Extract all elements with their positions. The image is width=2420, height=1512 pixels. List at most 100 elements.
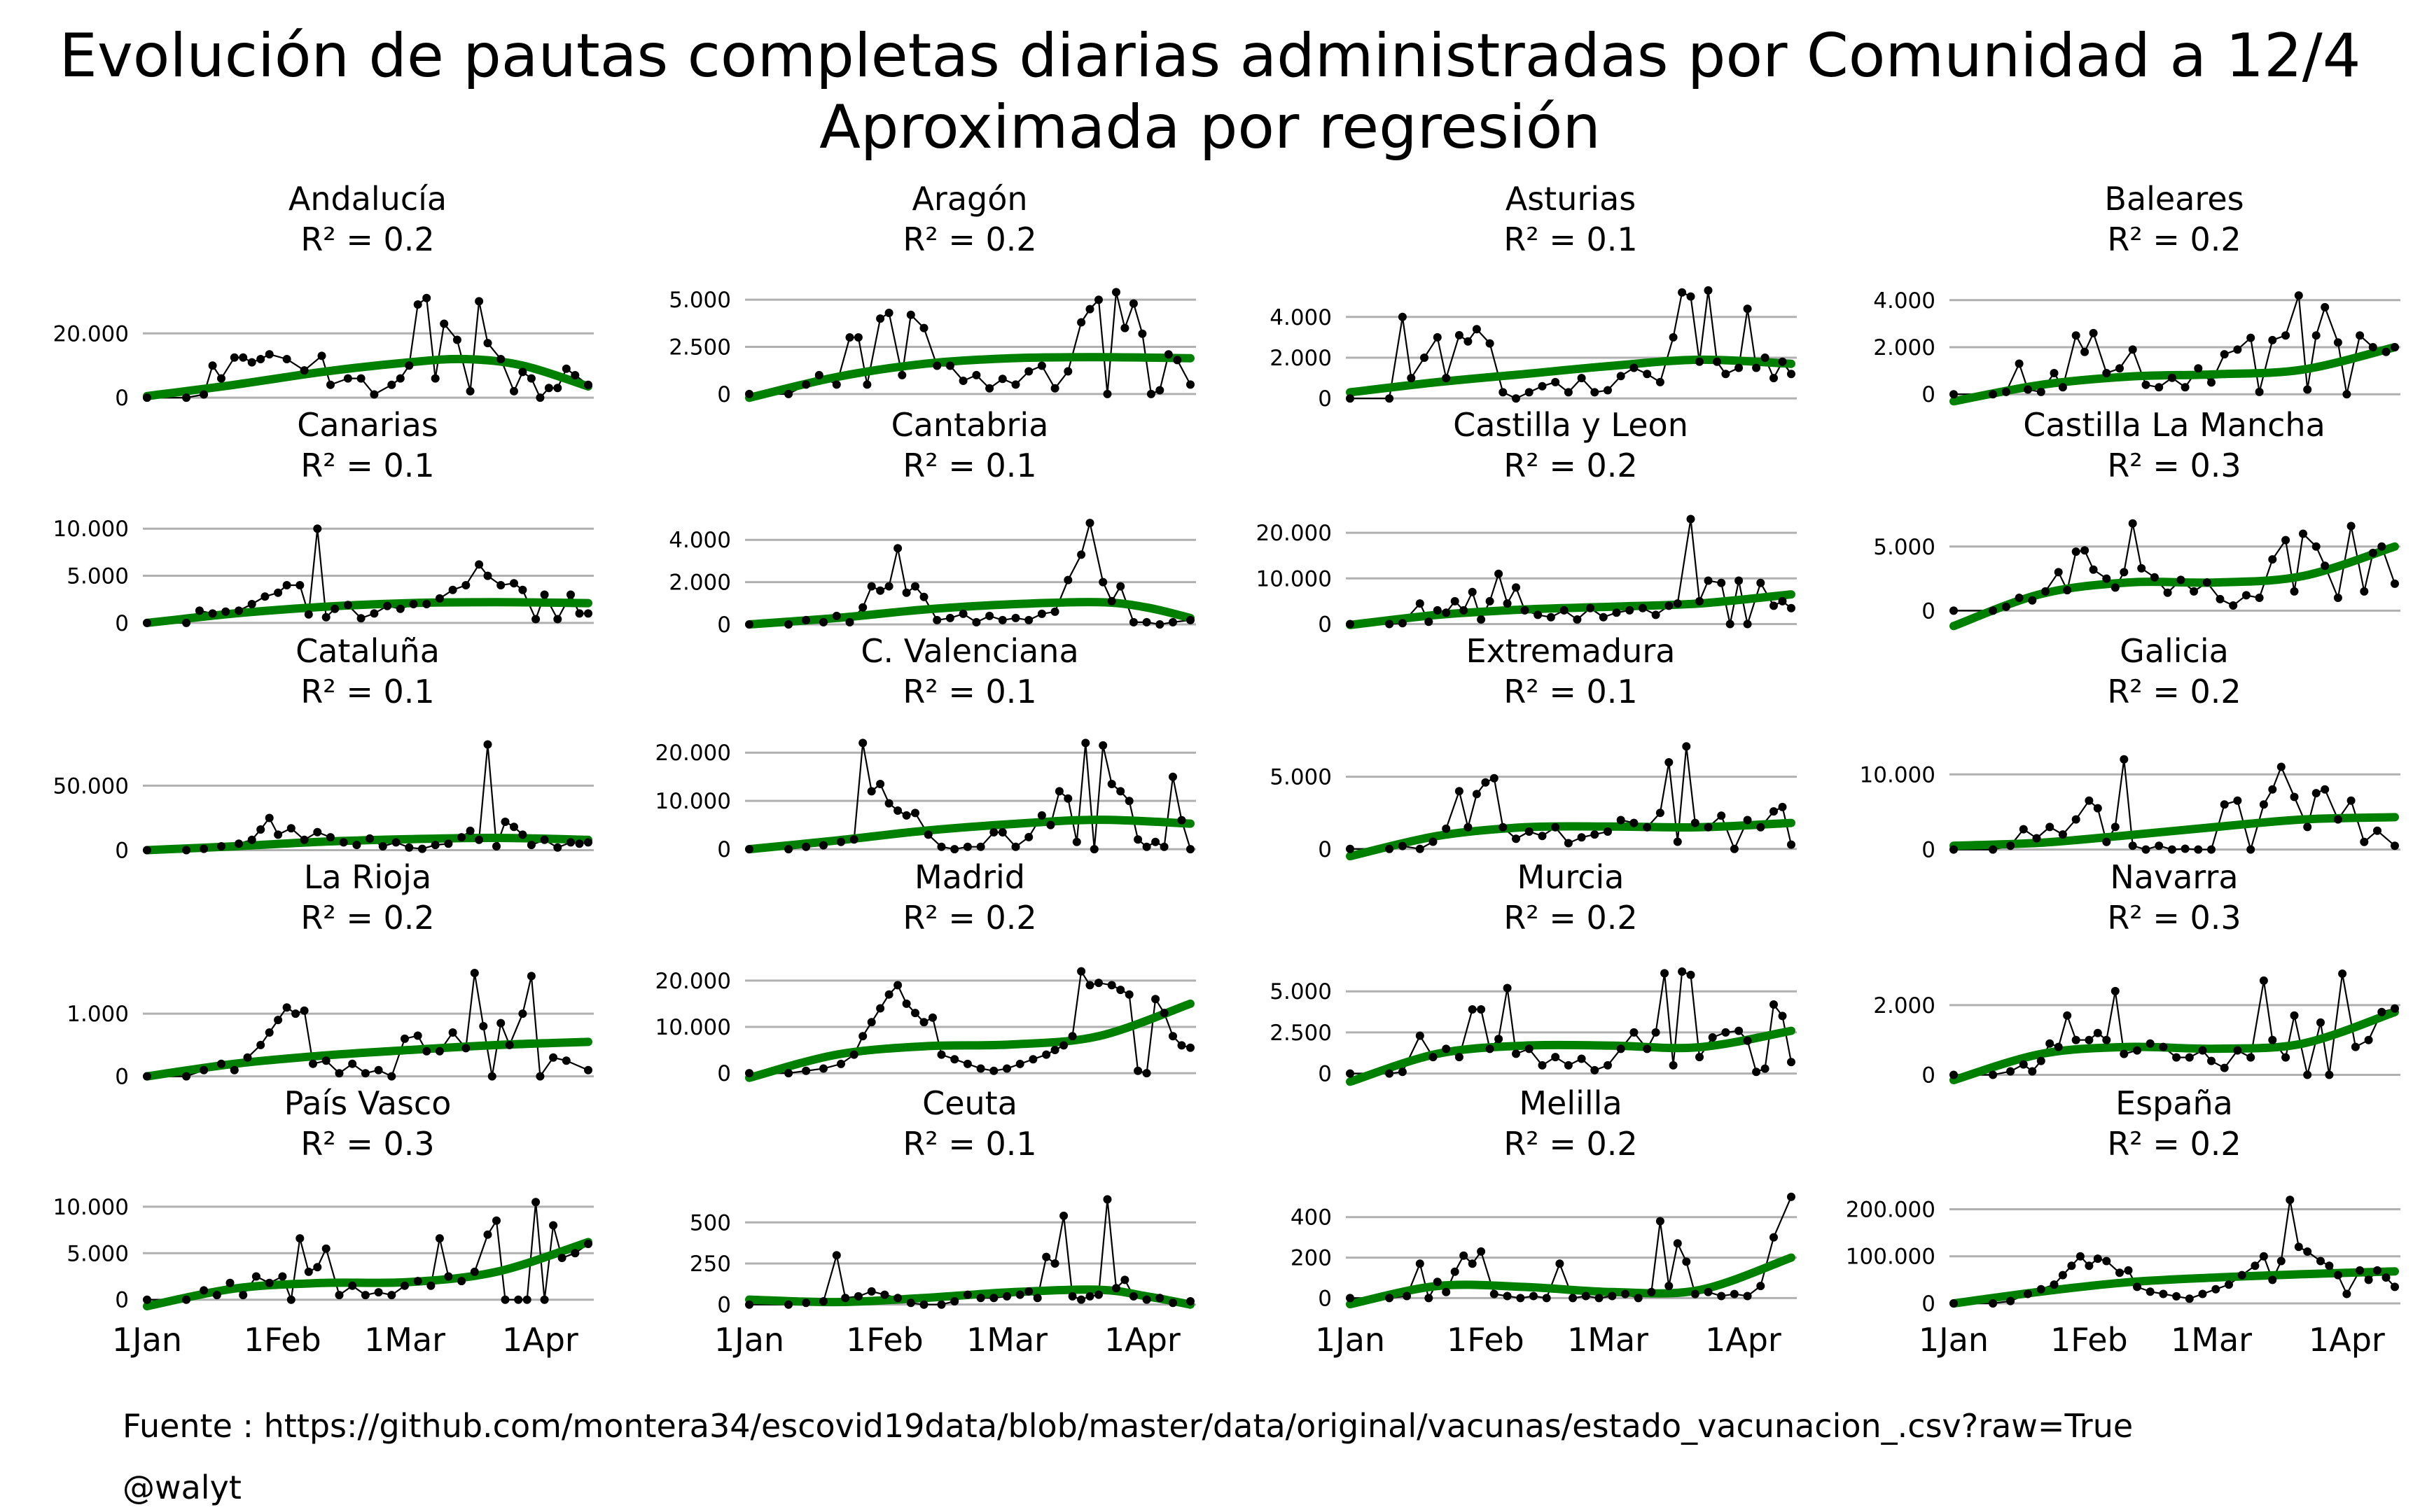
data-point bbox=[2137, 564, 2146, 573]
data-point bbox=[1989, 1299, 1998, 1308]
data-point bbox=[1085, 981, 1094, 990]
data-point bbox=[313, 827, 322, 836]
data-point bbox=[501, 1295, 510, 1304]
data-point bbox=[1186, 615, 1195, 624]
data-point bbox=[1468, 1005, 1477, 1014]
data-point bbox=[260, 592, 270, 601]
data-point bbox=[2085, 1261, 2094, 1270]
r-squared-annotation: R² = 0.2 bbox=[1503, 1125, 1637, 1163]
data-point bbox=[976, 842, 985, 851]
data-point bbox=[286, 1295, 295, 1304]
x-tick-label: 1Feb bbox=[846, 1321, 924, 1359]
data-point bbox=[1055, 787, 1064, 796]
data-point bbox=[208, 609, 217, 618]
data-point bbox=[2190, 587, 2199, 596]
data-point bbox=[849, 835, 858, 844]
data-point bbox=[876, 1004, 885, 1013]
data-point bbox=[448, 1028, 457, 1037]
data-point bbox=[1081, 738, 1090, 748]
y-tick-label: 4.000 bbox=[1873, 288, 1935, 314]
data-point bbox=[2268, 335, 2277, 344]
data-point bbox=[1463, 337, 1473, 346]
data-point bbox=[562, 364, 571, 373]
data-point bbox=[1651, 1028, 1660, 1037]
data-point bbox=[378, 842, 387, 850]
x-tick-label: 1Jan bbox=[714, 1321, 784, 1359]
data-point bbox=[2181, 844, 2190, 853]
data-point bbox=[1107, 981, 1116, 990]
data-point bbox=[492, 1216, 501, 1225]
data-point bbox=[2316, 1018, 2325, 1027]
data-point bbox=[2391, 579, 2399, 588]
data-point bbox=[1655, 377, 1664, 386]
data-point bbox=[880, 1290, 889, 1299]
data-point bbox=[584, 1065, 592, 1074]
data-point bbox=[1512, 1049, 1520, 1058]
data-point bbox=[1050, 607, 1059, 616]
data-point bbox=[867, 582, 876, 591]
data-point bbox=[200, 844, 209, 853]
series-line bbox=[147, 972, 589, 1079]
series-line bbox=[749, 969, 1191, 1074]
data-point bbox=[483, 1230, 492, 1239]
data-point bbox=[2286, 1196, 2295, 1205]
data-point bbox=[1107, 780, 1116, 788]
data-point bbox=[1551, 1053, 1560, 1062]
data-point bbox=[195, 606, 204, 615]
data-point bbox=[2303, 1070, 2312, 1079]
data-point bbox=[304, 1267, 313, 1276]
data-point bbox=[2141, 845, 2150, 854]
data-point bbox=[1695, 596, 1704, 606]
data-point bbox=[575, 609, 584, 618]
panel-title: Madrid bbox=[915, 858, 1025, 896]
data-point bbox=[221, 607, 230, 616]
data-point bbox=[1468, 1259, 1477, 1268]
x-tick-label: 1Jan bbox=[112, 1321, 182, 1359]
data-point bbox=[893, 981, 903, 990]
y-tick-label: 50.000 bbox=[53, 774, 129, 799]
data-point bbox=[1116, 582, 1125, 591]
data-point bbox=[405, 361, 414, 370]
data-point bbox=[2360, 587, 2369, 596]
data-point bbox=[1555, 1259, 1564, 1268]
y-tick-label: 0 bbox=[717, 837, 731, 862]
data-point bbox=[1120, 323, 1129, 332]
data-point bbox=[802, 842, 811, 851]
regression-curve bbox=[745, 999, 1195, 1082]
data-point bbox=[1695, 357, 1704, 366]
data-point bbox=[963, 1290, 972, 1299]
data-point bbox=[937, 842, 946, 851]
data-point bbox=[1949, 845, 1958, 854]
data-point bbox=[1442, 1044, 1451, 1054]
y-tick-label: 400 bbox=[1291, 1205, 1332, 1231]
data-point bbox=[911, 808, 919, 818]
data-point bbox=[370, 609, 379, 618]
data-point bbox=[1787, 370, 1795, 379]
data-point bbox=[1524, 1044, 1534, 1054]
data-point bbox=[1503, 599, 1512, 608]
data-point bbox=[1664, 1282, 1674, 1291]
data-point bbox=[235, 839, 243, 848]
y-tick-label: 0 bbox=[115, 838, 129, 863]
data-point bbox=[819, 1064, 828, 1073]
series-line bbox=[1350, 746, 1793, 851]
data-point bbox=[1512, 394, 1520, 403]
regression-curve bbox=[1949, 1007, 2399, 1084]
data-point bbox=[1725, 620, 1734, 629]
panel-title: Melilla bbox=[1519, 1084, 1622, 1122]
r-squared-annotation: R² = 0.2 bbox=[2107, 1125, 2241, 1163]
data-point bbox=[1415, 1031, 1424, 1040]
data-point bbox=[2167, 845, 2176, 854]
data-point bbox=[444, 1272, 453, 1281]
data-point bbox=[435, 1046, 444, 1056]
data-point bbox=[1077, 550, 1086, 559]
data-point bbox=[1590, 388, 1599, 397]
y-tick-label: 2.000 bbox=[1873, 335, 1935, 360]
data-point bbox=[2373, 826, 2381, 835]
data-point bbox=[2229, 601, 2238, 610]
y-tick-label: 0 bbox=[1318, 386, 1332, 412]
